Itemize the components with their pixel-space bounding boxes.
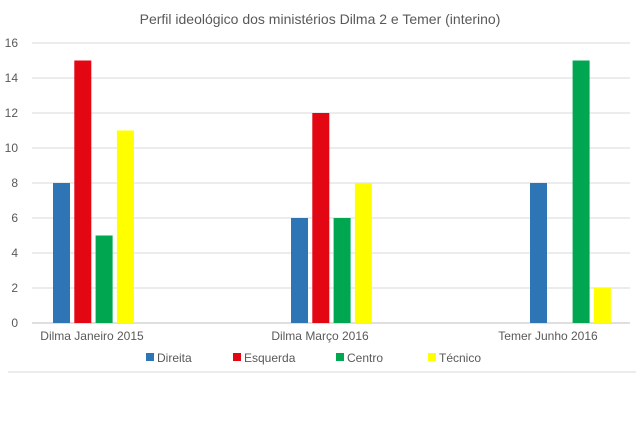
y-tick-label: 12: [5, 106, 19, 120]
y-tick-label: 4: [11, 246, 18, 260]
bar-centro-2: [333, 218, 351, 323]
y-tick-label: 6: [11, 211, 18, 225]
y-tick-label: 8: [11, 176, 18, 190]
chart-title: Perfil ideológico dos ministérios Dilma …: [140, 11, 501, 27]
bar-tecnico-3: [593, 288, 611, 323]
legend-swatch: [146, 353, 154, 361]
legend-label: Técnico: [439, 351, 481, 365]
legend-label: Esquerda: [244, 351, 296, 365]
y-tick-label: 16: [5, 36, 19, 50]
y-tick-label: 14: [5, 71, 19, 85]
legend-swatch: [336, 353, 344, 361]
bar-tecnico-1: [116, 130, 134, 323]
bar-centro-1: [95, 235, 113, 323]
bar-direita-2: [291, 218, 308, 323]
y-tick-label: 0: [11, 316, 18, 330]
x-tick-label: Temer Junho 2016: [498, 329, 598, 343]
x-tick-label: Dilma Março 2016: [271, 329, 369, 343]
bar-esquerda-2: [312, 113, 330, 323]
legend-swatch: [428, 353, 436, 361]
y-tick-label: 10: [5, 141, 19, 155]
legend-swatch: [233, 353, 241, 361]
bar-direita-1: [53, 183, 70, 323]
bar-esquerda-1: [74, 60, 92, 323]
bar-direita-3: [530, 183, 547, 323]
legend-label: Centro: [347, 351, 383, 365]
bar-tecnico-2: [354, 183, 372, 323]
legend-label: Direita: [157, 351, 192, 365]
x-tick-label: Dilma Janeiro 2015: [40, 329, 144, 343]
bar-centro-3: [572, 60, 590, 323]
y-tick-label: 2: [11, 281, 18, 295]
